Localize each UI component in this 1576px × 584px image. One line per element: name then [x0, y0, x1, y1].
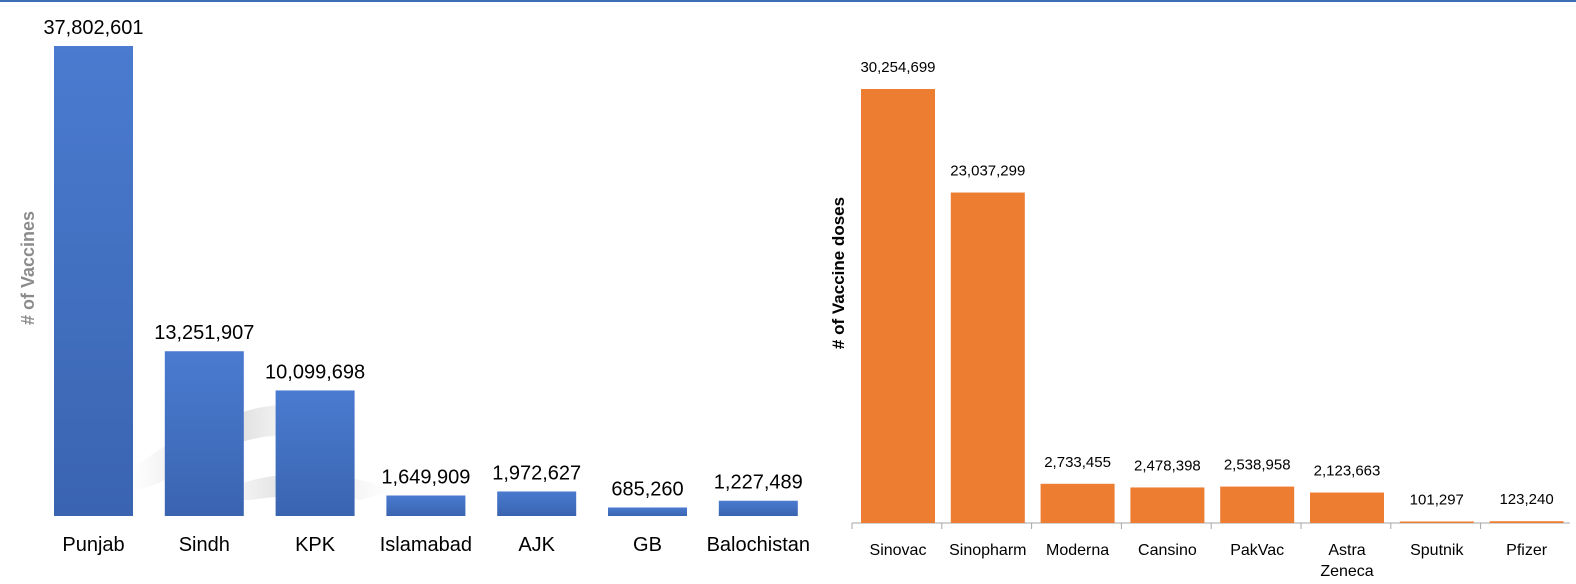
x-tick-label: Astra Zeneca [1320, 542, 1373, 580]
bar-sputnik [1399, 521, 1474, 523]
bar-pfizer [1489, 521, 1564, 523]
bar-ajk [497, 491, 577, 516]
data-label: 123,240 [1499, 491, 1553, 508]
data-label: 1,227,489 [714, 472, 803, 494]
data-label: 1,972,627 [492, 462, 581, 484]
x-tick-label: AJK [518, 534, 555, 556]
x-tick-label: PakVac [1230, 542, 1284, 559]
data-label: 37,802,601 [43, 17, 143, 39]
bar-gb [608, 507, 687, 516]
x-tick-label: Moderna [1046, 542, 1109, 559]
bar-islamabad [386, 495, 466, 516]
x-tick-label: Sindh [179, 534, 230, 556]
right-chart-by-vaccine: 30,254,699 Sinovac 23,037,299 Sinopharm 2,73… [851, 59, 1570, 580]
bar-moderna [1040, 483, 1115, 523]
x-tick-label: GB [633, 534, 662, 556]
data-label: 30,254,699 [860, 59, 935, 76]
x-tick-label: Cansino [1138, 542, 1197, 559]
data-label: 10,099,698 [265, 361, 365, 383]
left-chart-ylabel: # of Vaccines [18, 211, 38, 325]
x-tick-label: Punjab [62, 534, 124, 556]
x-tick-label: Sinopharm [949, 542, 1026, 559]
bar-cansino [1130, 487, 1205, 523]
data-label: 13,251,907 [154, 322, 254, 344]
bar-kpk [275, 390, 355, 516]
bar-sinopharm [950, 192, 1025, 524]
data-label: 23,037,299 [950, 163, 1025, 180]
data-label: 685,260 [611, 478, 683, 500]
x-tick-label: Balochistan [707, 534, 810, 556]
data-label: 101,297 [1410, 492, 1464, 509]
data-label: 1,649,909 [381, 466, 470, 488]
bar-balochistan [718, 500, 798, 516]
x-tick-label: Sputnik [1410, 542, 1464, 559]
x-tick-label: KPK [295, 534, 336, 556]
x-tick-label: Pfizer [1506, 542, 1548, 559]
left-chart-by-region: 37,802,601 Punjab 13,251,907 Sindh 10,099,69… [43, 17, 810, 556]
data-label: 2,538,958 [1224, 457, 1291, 474]
data-label: 2,123,663 [1314, 463, 1381, 480]
data-label: 2,733,455 [1044, 454, 1111, 471]
bar-sindh [164, 351, 244, 516]
data-label: 2,478,398 [1134, 457, 1201, 474]
x-tick-label: Sinovac [870, 542, 927, 559]
top-border-line [0, 0, 1576, 2]
x-tick-label: Islamabad [380, 534, 472, 556]
bar-astra-zeneca [1310, 492, 1384, 523]
bar-sinovac [861, 89, 935, 523]
right-chart-ylabel: # of Vaccine doses [829, 197, 848, 349]
bar-pakvac [1220, 486, 1295, 523]
bar-punjab [54, 46, 133, 516]
